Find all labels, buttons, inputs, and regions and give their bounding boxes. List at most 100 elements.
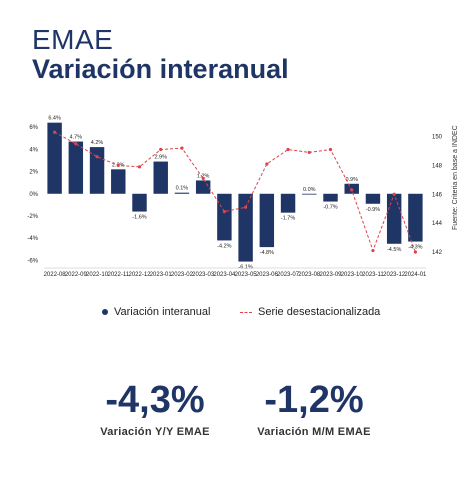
bar [89, 147, 105, 194]
line-point [350, 188, 354, 192]
left-tick-label: 2% [29, 170, 38, 176]
kpi-mom-value: -1,2% [264, 379, 364, 421]
line-point [392, 192, 396, 196]
right-tick-label: 142 [432, 250, 443, 256]
x-tick-label: 2022-08 [44, 272, 67, 278]
chart-area: 6% 4% 2% 0% -2% -4% -6% 150 148 146 144 142 6.4% 4.7%… [27, 116, 443, 278]
x-tick-label: 2023-11 [362, 272, 384, 278]
bar [47, 122, 62, 194]
x-tick-label: 2024-01 [404, 272, 427, 278]
x-tick-label: 2023-08 [298, 272, 321, 278]
bar-data-label: -4.2% [217, 243, 231, 249]
chart-title: EMAE [32, 24, 114, 55]
kpi-mom: -1,2% Variación M/M EMAE [244, 380, 384, 438]
chart-subtitle: Variación interanual [32, 54, 289, 84]
line-point [74, 142, 78, 146]
legend-line: Serie desestacionalizada [240, 306, 380, 318]
bar [195, 180, 211, 194]
line-point [137, 165, 142, 169]
bar [132, 193, 147, 212]
bar-data-label: 6.4% [48, 116, 61, 122]
x-tick-label: 2023-04 [213, 272, 236, 278]
left-tick-label: 6% [29, 125, 38, 131]
bar-data-label: -4.8% [260, 250, 274, 256]
kpi-yoy-label: Variación Y/Y EMAE [100, 426, 210, 438]
bar-data-label: -4.3% [408, 245, 422, 251]
bar [323, 193, 338, 202]
line-point [307, 150, 311, 155]
bar [111, 169, 126, 194]
bar-data-label: -4.5% [387, 247, 401, 253]
right-tick-label: 150 [432, 135, 443, 141]
right-tick-label: 146 [432, 192, 443, 198]
line-point [222, 209, 226, 214]
line-point [201, 176, 205, 180]
left-tick-label: -4% [27, 236, 38, 242]
bar [217, 193, 232, 241]
bar-data-label: 0.9% [345, 177, 358, 183]
bar-data-label: 4.7% [70, 135, 83, 141]
bar-data-label: -6.1% [238, 265, 252, 271]
line-point [180, 146, 184, 150]
x-tick-label: 2022-11 [107, 272, 129, 278]
right-tick-label: 144 [432, 221, 443, 227]
line-series [54, 131, 416, 253]
bar-data-label: 2.9% [154, 155, 167, 161]
bar [302, 193, 317, 195]
line-point [159, 147, 163, 152]
bar [408, 193, 423, 242]
left-tick-label: -6% [27, 258, 38, 264]
x-tick-label: 2023-02 [171, 272, 194, 278]
line-point [53, 130, 57, 134]
right-tick-label: 148 [432, 163, 443, 169]
kpi-mom-label: Variación M/M EMAE [257, 426, 371, 438]
bar [280, 193, 296, 213]
x-tick-label: 2023-07 [277, 272, 300, 278]
bar-data-label: 0.0% [303, 187, 316, 193]
x-tick-label: 2022-10 [86, 272, 109, 278]
line-point [95, 155, 99, 159]
line-point [328, 147, 333, 152]
bar-data-label: -0.7% [323, 205, 337, 211]
bar-data-label: -0.9% [366, 207, 380, 213]
line-point [116, 163, 120, 168]
left-tick-label: -2% [27, 214, 38, 220]
left-tick-label: 4% [29, 147, 38, 153]
bar-data-label: 4.2% [91, 140, 104, 146]
legend-line-label: Serie desestacionalizada [258, 306, 381, 318]
x-tick-label: 2022-12 [128, 272, 151, 278]
line-point [265, 162, 269, 166]
x-tick-label: 2023-09 [319, 272, 342, 278]
bar [259, 193, 275, 248]
line-point [413, 250, 417, 254]
legend-line-marker [240, 311, 252, 313]
x-tick-label: 2023-06 [256, 272, 279, 278]
bar [386, 193, 402, 244]
bar [365, 193, 381, 204]
legend-bars-label: Variación interanual [114, 306, 211, 318]
bar [174, 192, 190, 194]
legend-bars: Variación interanual [102, 306, 210, 318]
bar [153, 161, 168, 194]
legend-bars-marker [102, 309, 108, 315]
x-tick-label: 2023-05 [235, 272, 258, 278]
x-tick-label: 2023-10 [341, 272, 364, 278]
kpi-yoy: -4,3% Variación Y/Y EMAE [85, 380, 225, 438]
x-tick-label: 2023-01 [150, 272, 173, 278]
line-point [244, 205, 248, 209]
kpi-yoy-value: -4,3% [105, 379, 205, 421]
bar-data-label: -1.7% [281, 216, 295, 222]
bar-data-label: -1.6% [132, 215, 146, 221]
bar [238, 193, 253, 262]
x-tick-label: 2023-12 [383, 272, 406, 278]
source-note: Fuente: Criteria en base a INDEC [452, 125, 459, 230]
legend: Variación interanual Serie desestacional… [0, 306, 474, 322]
x-tick-label: 2023-03 [192, 272, 215, 278]
bar-data-label: 0.1% [176, 186, 189, 192]
left-tick-label: 0% [29, 192, 38, 198]
line-point [286, 147, 290, 152]
line-point [371, 248, 375, 253]
x-tick-label: 2022-09 [65, 272, 88, 278]
bar-data-label: 1.2% [197, 173, 210, 179]
bar [68, 141, 84, 194]
